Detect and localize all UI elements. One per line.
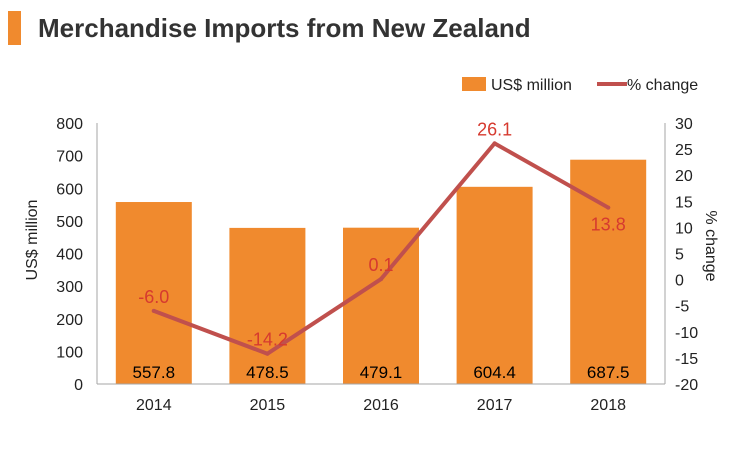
bar-value-label: 604.4	[473, 363, 516, 382]
legend-bar-swatch	[462, 77, 486, 91]
y-axis-title: US$ million	[24, 200, 41, 281]
bar-value-label: 479.1	[360, 363, 403, 382]
y2-tick-label: 30	[675, 116, 693, 133]
y-tick-label: 800	[56, 116, 83, 133]
line-value-label: -6.0	[138, 287, 169, 307]
y-tick-label: 200	[56, 312, 83, 329]
y-tick-label: 700	[56, 149, 83, 166]
line-point-2017	[492, 141, 497, 146]
x-tick-label: 2015	[250, 397, 286, 414]
line-point-2016	[379, 277, 383, 282]
x-tick-label: 2017	[477, 397, 513, 414]
y2-tick-label: -15	[675, 351, 698, 368]
legend-line-label: % change	[627, 77, 698, 94]
y2-tick-label: -20	[675, 377, 698, 394]
y2-tick-label: 10	[675, 220, 693, 237]
x-tick-label: 2016	[363, 397, 399, 414]
line-point-2015	[265, 351, 270, 356]
x-tick-label: 2018	[590, 397, 626, 414]
x-tick-label: 2014	[136, 397, 172, 414]
y-tick-label: 0	[74, 377, 83, 394]
y2-tick-label: 5	[675, 247, 684, 264]
line-point-2014	[151, 308, 156, 313]
y-tick-label: 500	[56, 214, 83, 231]
bar-value-label: 478.5	[246, 363, 289, 382]
y2-tick-label: 15	[675, 194, 693, 211]
y2-tick-label: 20	[675, 168, 693, 185]
bar-2014	[115, 202, 192, 384]
bar-value-label: 687.5	[587, 363, 630, 382]
legend-bar-label: US$ million	[491, 77, 572, 94]
y-tick-label: 300	[56, 279, 83, 296]
bar-2015	[229, 227, 306, 384]
bar-2017	[456, 186, 533, 384]
y-tick-label: 600	[56, 181, 83, 198]
line-point-2018	[606, 205, 611, 210]
y2-axis-title: % change	[702, 210, 719, 281]
bar-value-label: 557.8	[133, 363, 176, 382]
bar-2016	[343, 227, 419, 384]
chart-title: Merchandise Imports from New Zealand	[38, 13, 531, 43]
y-tick-label: 100	[56, 344, 83, 361]
line-value-label: 0.1	[368, 255, 393, 275]
line-value-label: 26.1	[477, 119, 512, 139]
y2-tick-label: 0	[675, 273, 684, 290]
bar-2018	[570, 159, 647, 384]
y2-tick-label: -5	[675, 299, 689, 316]
line-value-label: -14.2	[247, 330, 288, 350]
line-value-label: 13.8	[591, 215, 626, 235]
y-tick-label: 400	[56, 247, 83, 264]
y2-tick-label: -10	[675, 325, 698, 342]
title-accent-bar	[8, 11, 21, 45]
y2-tick-label: 25	[675, 142, 693, 159]
